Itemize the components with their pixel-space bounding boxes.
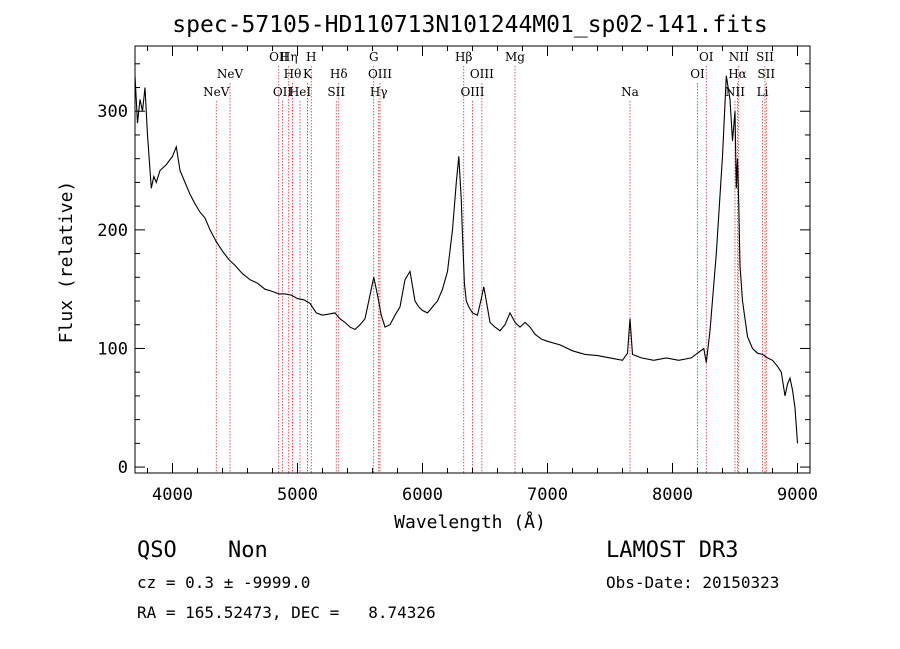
line-marker-label: Na — [621, 85, 639, 99]
object-class: QSO — [137, 538, 177, 563]
line-marker-label: NII — [725, 85, 745, 99]
line-marker-label: OII — [269, 50, 289, 64]
line-marker-label: Hγ — [370, 85, 388, 99]
x-tick-label: 4000 — [152, 485, 193, 505]
line-marker-label: G — [369, 50, 379, 64]
line-marker-label: NeV — [203, 85, 230, 99]
x-tick-label: 9000 — [777, 485, 818, 505]
y-tick-label: 200 — [97, 221, 128, 241]
survey-label: LAMOST DR3 — [606, 538, 739, 563]
line-marker-label: NeV — [217, 67, 244, 81]
line-marker-label: H — [306, 50, 316, 64]
line-marker-label: OIII — [460, 85, 484, 99]
line-marker-label: OIII — [470, 67, 494, 81]
emission-line-markers — [215, 66, 767, 473]
line-marker-label: OI — [699, 50, 714, 64]
line-marker-label: K — [303, 67, 313, 81]
line-marker-label: SII — [756, 50, 774, 64]
line-marker-label: Hη — [280, 50, 298, 64]
x-tick-label: 6000 — [402, 485, 443, 505]
coordinates-text: RA = 165.52473, DEC = 8.74326 — [137, 603, 436, 622]
line-marker-label: OI — [690, 67, 705, 81]
y-tick-label: 0 — [118, 458, 128, 478]
line-marker-label: Hα — [728, 67, 747, 81]
line-marker-label: Hθ — [284, 67, 302, 81]
line-marker-label: Li — [757, 85, 769, 99]
line-marker-label: SII — [757, 67, 775, 81]
x-tick-label: 5000 — [277, 485, 318, 505]
y-tick-label: 300 — [97, 102, 128, 122]
x-tick-label: 7000 — [527, 485, 568, 505]
x-axis-label: Wavelength (Å) — [394, 511, 546, 533]
y-tick-label: 100 — [97, 339, 128, 359]
axis-ticks: 4000 5000 6000 7000 8000 9000 0 100 200 300 — [97, 46, 818, 505]
y-axis-label: Flux (relative) — [56, 181, 77, 344]
object-subclass: Non — [228, 538, 268, 563]
x-tick-label: 8000 — [652, 485, 693, 505]
line-marker-label: OII — [273, 85, 293, 99]
line-marker-label: Hδ — [330, 67, 348, 81]
obs-date-text: Obs-Date: 20150323 — [606, 573, 780, 592]
line-marker-label: OIII — [368, 67, 392, 81]
line-marker-label: Mg — [505, 50, 525, 64]
line-marker-label: HeI — [289, 85, 312, 99]
redshift-text: cz = 0.3 ± -9999.0 — [137, 573, 311, 592]
spectrum-series-line — [134, 75, 799, 444]
line-marker-label: Hβ — [455, 50, 472, 64]
chart-title: spec-57105-HD110713N101244M01_sp02-141.f… — [172, 12, 767, 38]
line-marker-label: NII — [729, 50, 749, 64]
line-marker-label: SII — [327, 85, 345, 99]
